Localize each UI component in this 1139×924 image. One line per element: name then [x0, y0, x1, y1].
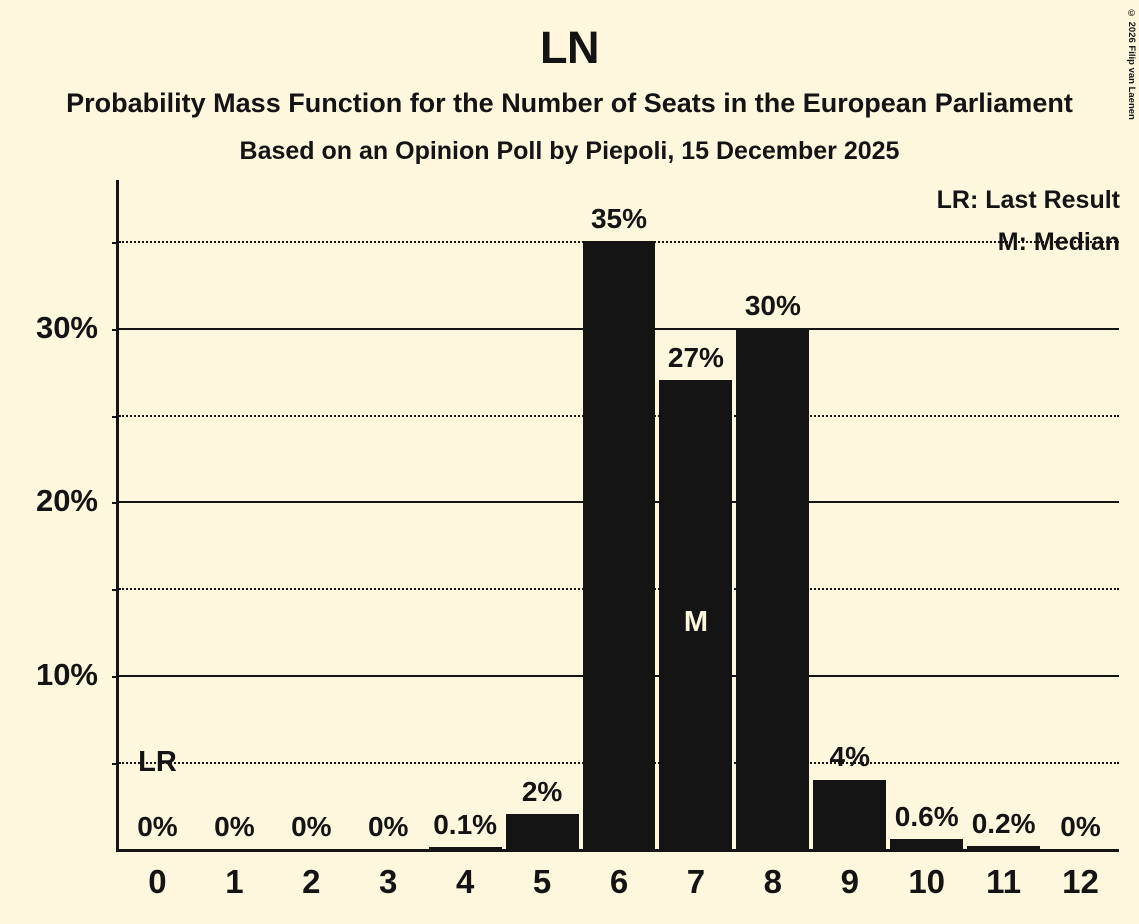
- y-axis-label: 30%: [35, 309, 98, 345]
- bar: [813, 779, 887, 849]
- x-axis-label: 12: [1062, 863, 1099, 900]
- bar-value-label: 0.2%: [971, 807, 1036, 839]
- y-axis-tick: [112, 589, 119, 592]
- bar-value-label: 35%: [590, 202, 648, 234]
- page-title: LN: [540, 22, 600, 73]
- x-axis-label: 5: [532, 863, 552, 900]
- x-axis-label: 2: [302, 863, 321, 900]
- bar-value-label: 0.6%: [894, 800, 959, 832]
- bar-value-label: 2%: [521, 776, 563, 808]
- y-axis-tick: [112, 502, 119, 505]
- bar-value-label: 0%: [137, 811, 178, 842]
- bar: [428, 847, 502, 849]
- bar: [736, 327, 810, 849]
- bar: [505, 814, 579, 849]
- y-axis-tick: [112, 676, 119, 679]
- bar-value-label: 0%: [291, 811, 332, 842]
- x-axis-label: 4: [455, 863, 475, 900]
- bar-value-label: 4%: [829, 741, 870, 773]
- last-result-marker: LR: [138, 746, 177, 779]
- x-axis-label: 7: [686, 863, 706, 900]
- y-axis-tick: [112, 763, 119, 766]
- bar-value-label: 0%: [214, 811, 255, 842]
- bar: [890, 838, 964, 849]
- copyright-notice: © 2026 Filip van Laenen: [1126, 8, 1137, 120]
- x-axis-label: 10: [908, 863, 946, 900]
- y-axis-tick: [112, 241, 119, 244]
- y-axis-line: [116, 180, 119, 849]
- x-axis-line: [116, 849, 1119, 852]
- median-marker: M: [683, 605, 709, 638]
- bar-value-label: 0.1%: [433, 809, 498, 841]
- y-axis-label: 20%: [35, 483, 98, 519]
- x-axis-label: 9: [840, 863, 859, 900]
- x-axis-label: 3: [379, 863, 398, 900]
- y-axis-tick: [112, 328, 119, 331]
- bar-value-label: 27%: [667, 341, 724, 373]
- legend-last-result: LR: Last Result: [936, 186, 1120, 214]
- x-axis-label: 11: [986, 863, 1022, 900]
- y-axis-label: 10%: [35, 657, 98, 693]
- bar: [967, 845, 1041, 849]
- bar: [582, 240, 656, 849]
- chart-source-note: Based on an Opinion Poll by Piepoli, 15 …: [239, 137, 900, 165]
- x-axis-label: 8: [763, 863, 783, 900]
- chart-subtitle: Probability Mass Function for the Number…: [66, 88, 1073, 118]
- x-axis-label: 6: [609, 863, 629, 900]
- bar: [659, 379, 733, 849]
- x-axis-label: 1: [225, 863, 244, 900]
- plot-area: 30% 20% 10% 0% 0% 0% 0% 0.1% 2% 35% 27% 30% 4% 0.6% 0…: [36, 180, 1119, 852]
- x-axis-label: 0: [148, 863, 167, 900]
- bar-value-label: 30%: [744, 289, 801, 321]
- bar-value-label: 0%: [367, 811, 409, 842]
- y-axis-tick: [112, 415, 119, 418]
- bar-value-label: 0%: [1060, 811, 1101, 842]
